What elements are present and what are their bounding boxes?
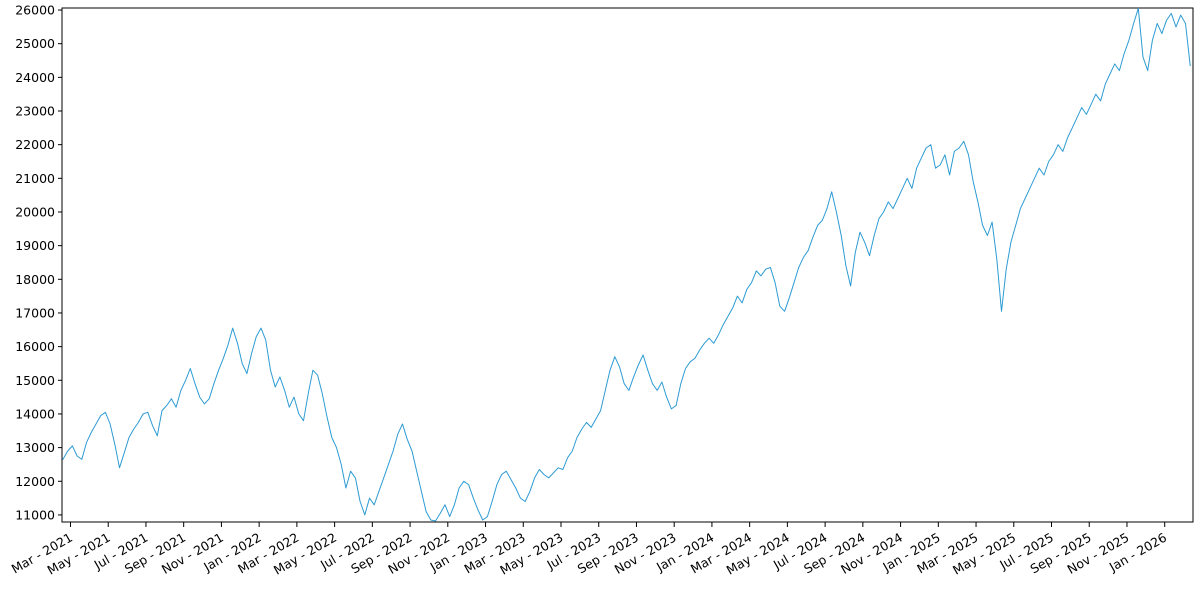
y-tick-label: 15000 bbox=[15, 373, 55, 388]
y-tick-label: 16000 bbox=[15, 339, 55, 354]
y-tick-label: 14000 bbox=[15, 406, 55, 421]
y-tick-label: 19000 bbox=[15, 238, 55, 253]
y-tick-label: 23000 bbox=[15, 104, 55, 119]
y-tick-label: 12000 bbox=[15, 474, 55, 489]
y-tick-label: 24000 bbox=[15, 70, 55, 85]
y-tick-label: 22000 bbox=[15, 137, 55, 152]
y-tick-label: 21000 bbox=[15, 171, 55, 186]
y-tick-label: 11000 bbox=[15, 507, 55, 522]
y-tick-label: 25000 bbox=[15, 36, 55, 51]
plot-border bbox=[61, 7, 1194, 523]
y-tick-label: 17000 bbox=[15, 305, 55, 320]
y-tick-label: 18000 bbox=[15, 272, 55, 287]
y-tick-label: 13000 bbox=[15, 440, 55, 455]
y-tick-label: 20000 bbox=[15, 204, 55, 219]
y-tick-label: 26000 bbox=[15, 3, 55, 18]
price-line bbox=[62, 7, 1191, 522]
